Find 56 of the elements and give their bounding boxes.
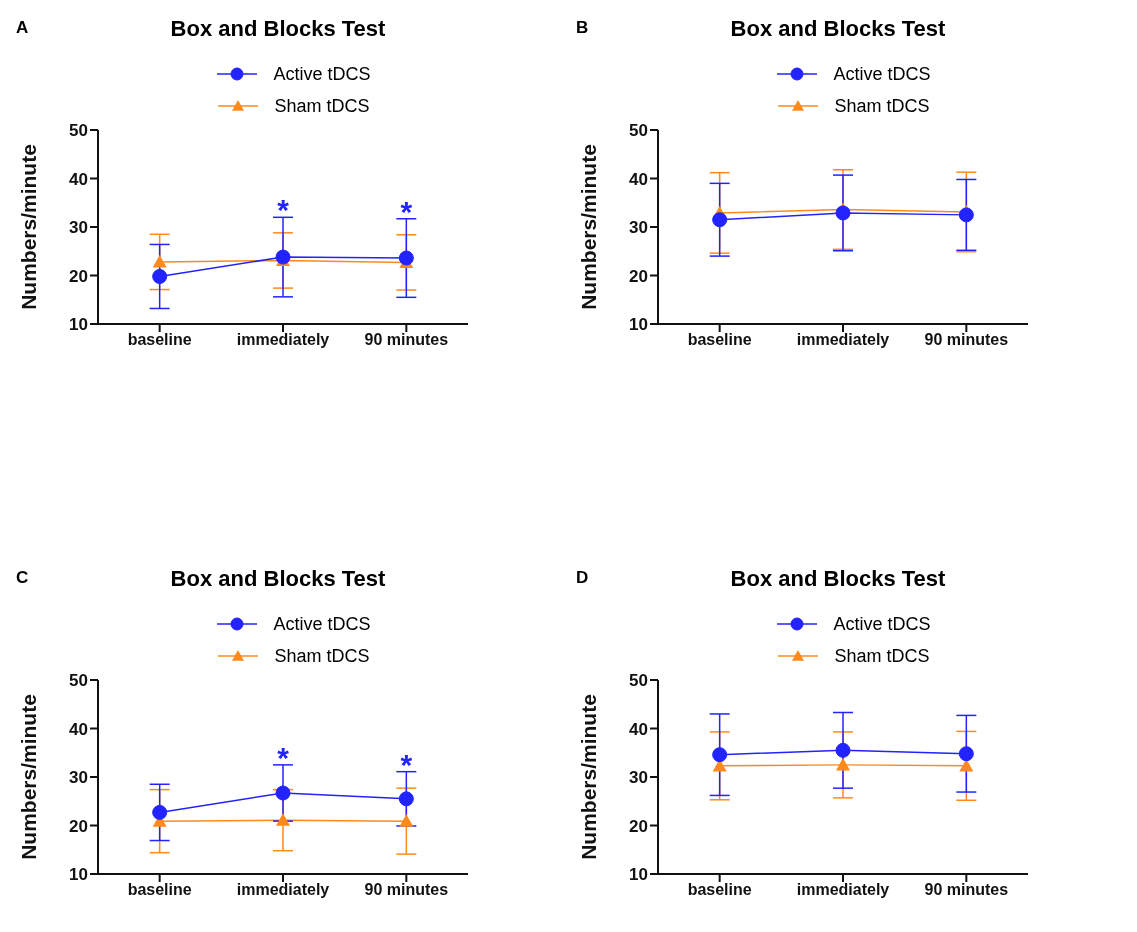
y-axis-title: Numbers/minute xyxy=(577,144,601,310)
y-tick-label: 40 xyxy=(629,719,648,739)
x-tick-label: immediately xyxy=(796,331,890,349)
y-tick-label: 40 xyxy=(69,169,88,189)
annotation: * xyxy=(277,193,290,227)
y-tick-label: 50 xyxy=(629,121,648,141)
x-tick-label: immediately xyxy=(236,331,330,349)
x-tick-label: baseline xyxy=(687,331,752,349)
legend-label: Sham tDCS xyxy=(274,95,370,117)
legend-label: Sham tDCS xyxy=(274,645,370,667)
y-tick-label: 10 xyxy=(69,865,88,885)
y-axis-title: Numbers/minute xyxy=(577,694,601,860)
legend-label: Sham tDCS xyxy=(834,95,930,117)
x-tick-label: 90 minutes xyxy=(364,331,449,349)
chart-title: Box and Blocks Test xyxy=(729,566,947,592)
y-tick-label: 30 xyxy=(629,218,648,238)
x-tick-label: baseline xyxy=(127,881,192,899)
y-tick-label: 40 xyxy=(629,169,648,189)
text: B xyxy=(576,18,589,38)
annotation: * xyxy=(400,747,413,781)
annotation: * xyxy=(277,740,290,774)
y-axis-title: Numbers/minute xyxy=(17,144,41,310)
legend-label: Active tDCS xyxy=(273,613,371,635)
x-tick-label: 90 minutes xyxy=(364,881,449,899)
text: D xyxy=(576,568,589,588)
x-tick-label: baseline xyxy=(127,331,192,349)
y-tick-label: 20 xyxy=(69,266,88,286)
y-axis-title: Numbers/minute xyxy=(17,694,41,860)
y-tick-label: 30 xyxy=(69,218,88,238)
legend-label: Active tDCS xyxy=(273,63,371,85)
x-tick-label: 90 minutes xyxy=(924,331,1009,349)
legend-label: Active tDCS xyxy=(833,63,931,85)
y-tick-label: 20 xyxy=(629,816,648,836)
text: A xyxy=(16,18,29,38)
legend-label: Sham tDCS xyxy=(834,645,930,667)
y-tick-label: 50 xyxy=(629,671,648,691)
x-tick-label: 90 minutes xyxy=(924,881,1009,899)
y-tick-label: 50 xyxy=(69,671,88,691)
y-tick-label: 40 xyxy=(69,719,88,739)
text: C xyxy=(16,568,29,588)
y-tick-label: 50 xyxy=(69,121,88,141)
chart-title: Box and Blocks Test xyxy=(169,566,387,592)
y-tick-label: 30 xyxy=(629,768,648,788)
y-tick-label: 10 xyxy=(629,865,648,885)
y-tick-label: 10 xyxy=(69,315,88,335)
y-tick-label: 30 xyxy=(69,768,88,788)
y-tick-label: 20 xyxy=(629,266,648,286)
y-tick-label: 20 xyxy=(69,816,88,836)
chart-title: Box and Blocks Test xyxy=(729,16,947,42)
chart-title: Box and Blocks Test xyxy=(169,16,387,42)
y-tick-label: 10 xyxy=(629,315,648,335)
annotation: * xyxy=(400,194,413,228)
legend-label: Active tDCS xyxy=(833,613,931,635)
x-tick-label: baseline xyxy=(687,881,752,899)
x-tick-label: immediately xyxy=(236,881,330,899)
x-tick-label: immediately xyxy=(796,881,890,899)
